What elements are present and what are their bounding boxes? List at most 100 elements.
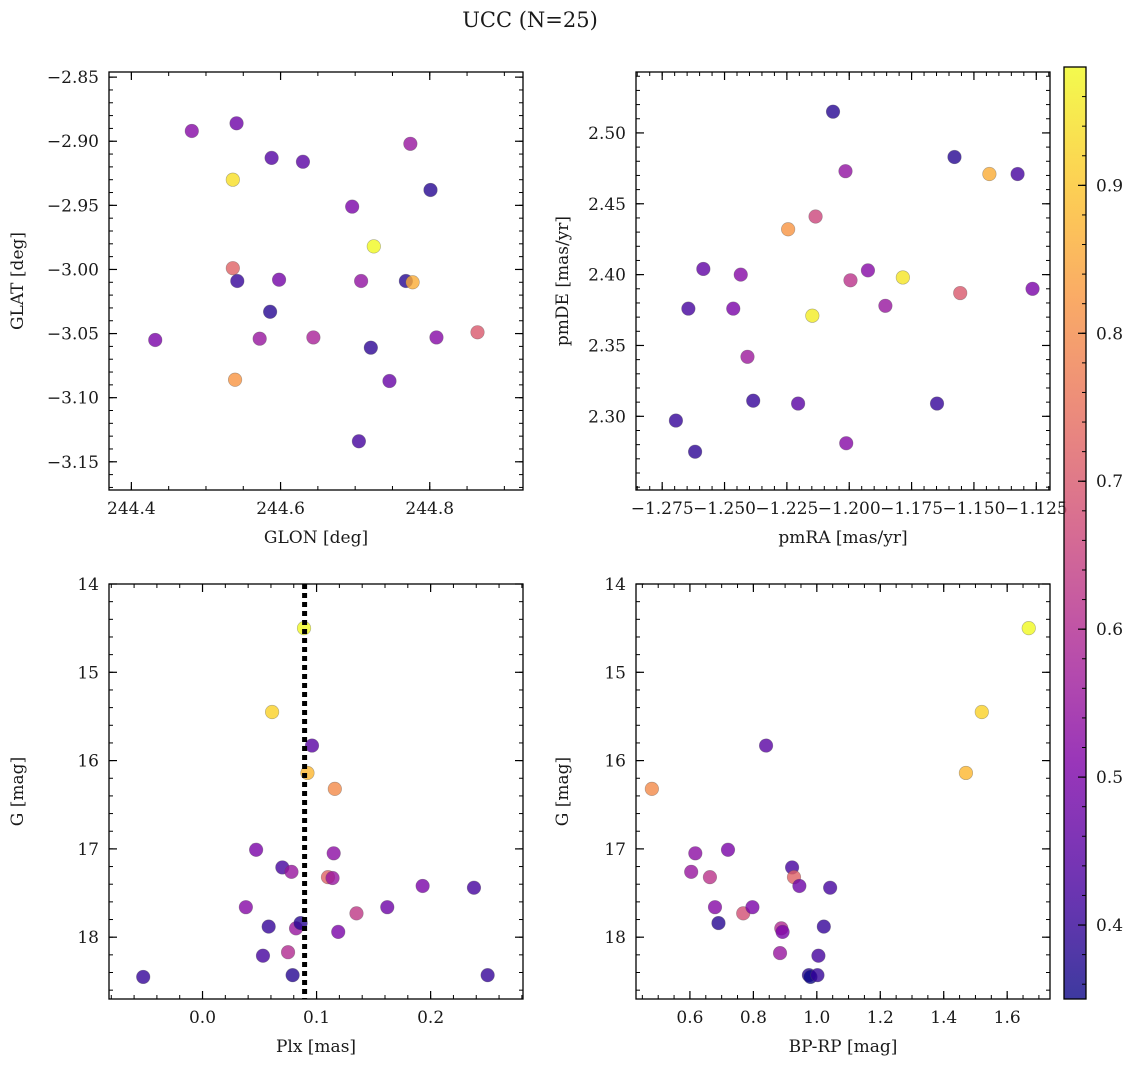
- data-point: [225, 261, 240, 276]
- data-point: [136, 969, 151, 985]
- x-tick-label: 1.2: [867, 1008, 894, 1028]
- colorbar-tick-label: 0.7: [1096, 472, 1123, 492]
- x-tick-label: 0.2: [417, 1008, 444, 1028]
- colorbar-tick-label: 0.9: [1096, 176, 1123, 196]
- y-tick-label: 2.40: [588, 266, 626, 286]
- data-point: [366, 239, 381, 254]
- data-point: [720, 842, 736, 857]
- x-tick-label: 0.0: [189, 1008, 216, 1028]
- data-point: [349, 906, 364, 921]
- data-point: [688, 444, 703, 459]
- colorbar-bar: [1063, 66, 1087, 1000]
- data-point: [733, 267, 748, 282]
- data-point: [791, 396, 806, 411]
- data-point: [644, 781, 659, 796]
- data-point: [688, 846, 703, 861]
- y-tick-label: −3.05: [47, 325, 99, 345]
- y-tick-label: 2.30: [588, 407, 626, 427]
- x-tick-label: −1.125: [1005, 499, 1068, 519]
- data-point: [838, 164, 853, 179]
- data-point: [823, 880, 838, 895]
- x-axis-label: BP-RP [mag]: [789, 1037, 898, 1057]
- y-tick-label: 16: [77, 752, 99, 772]
- x-tick-label: −1.275: [631, 499, 694, 519]
- data-point: [280, 945, 296, 960]
- data-point: [470, 325, 485, 340]
- x-tick-label: 244.4: [107, 499, 156, 519]
- plot-frame: [108, 583, 524, 1000]
- data-point: [261, 919, 276, 934]
- data-points: [136, 621, 495, 985]
- y-tick-label: 16: [604, 752, 626, 772]
- data-point: [326, 846, 341, 861]
- x-tick-label: 0.6: [676, 1008, 703, 1028]
- x-tick-label: 0.8: [740, 1008, 767, 1028]
- colorbar-tick-label: 0.5: [1096, 768, 1123, 788]
- x-tick-label: 244.8: [405, 499, 454, 519]
- x-axis-label: GLON [deg]: [264, 528, 368, 548]
- data-point: [1010, 166, 1025, 182]
- data-point: [775, 924, 790, 939]
- data-point: [958, 765, 974, 781]
- x-axis-label: Plx [mas]: [276, 1037, 356, 1057]
- data-point: [271, 272, 287, 287]
- data-point: [860, 263, 876, 278]
- plot-frame: [635, 71, 1051, 491]
- y-tick-label: 18: [77, 928, 99, 948]
- data-point: [810, 968, 825, 983]
- x-tick-label: −1.250: [693, 499, 756, 519]
- y-tick-label: 18: [604, 928, 626, 948]
- y-axis-label: GLAT [deg]: [8, 232, 28, 330]
- data-point: [974, 704, 989, 720]
- y-tick-label: −2.90: [47, 132, 99, 152]
- data-point: [681, 301, 696, 316]
- data-point: [284, 864, 299, 879]
- colorbar-tick-label: 0.8: [1096, 324, 1123, 344]
- y-tick-label: −3.00: [47, 260, 99, 280]
- y-tick-label: 17: [77, 840, 99, 860]
- data-point: [726, 301, 741, 316]
- data-point: [351, 434, 366, 449]
- panel-1: 244.4 244.6 244.8 −2.85 −2.90 −2.95 −3.00 −3.05…: [8, 68, 524, 548]
- data-point: [696, 261, 711, 277]
- data-point: [354, 273, 369, 289]
- data-point: [405, 275, 420, 290]
- data-point: [380, 900, 395, 915]
- y-tick-label: 15: [604, 663, 626, 683]
- panel-4: 0.6 0.8 1.0 1.2 1.4 1.6 14 15 16 17 18 BP-RP [mag] G…: [553, 575, 1051, 1057]
- x-tick-label: −1.200: [818, 499, 881, 519]
- data-points: [668, 104, 1040, 459]
- x-tick-label: 1.4: [930, 1008, 957, 1028]
- data-point: [295, 154, 311, 169]
- figure-title: UCC (N=25): [462, 8, 598, 32]
- y-axis-label: G [mag]: [8, 757, 28, 826]
- data-point: [684, 864, 699, 879]
- data-point: [811, 948, 826, 963]
- data-point: [429, 330, 444, 345]
- data-point: [345, 199, 360, 214]
- data-point: [668, 413, 684, 428]
- data-point: [702, 870, 718, 885]
- x-tick-label: 1.0: [803, 1008, 830, 1028]
- data-point: [285, 968, 300, 983]
- data-point: [953, 285, 968, 301]
- data-point: [263, 304, 278, 319]
- data-point: [230, 273, 245, 289]
- colorbar: 0.4 0.5 0.6 0.7 0.8 0.9: [1063, 66, 1123, 1000]
- data-point: [772, 945, 788, 961]
- data-point: [252, 331, 267, 346]
- data-point: [306, 330, 321, 345]
- data-point: [707, 900, 723, 915]
- data-point: [825, 104, 841, 119]
- x-tick-label: −1.150: [942, 499, 1005, 519]
- data-point: [1021, 621, 1036, 636]
- data-point: [331, 924, 346, 939]
- y-tick-label: 14: [77, 575, 99, 595]
- data-point: [325, 870, 340, 886]
- data-point: [304, 738, 320, 753]
- data-point: [148, 332, 163, 348]
- y-tick-label: −2.95: [47, 196, 99, 216]
- data-point: [805, 308, 820, 323]
- data-points: [148, 116, 485, 449]
- data-point: [711, 915, 726, 931]
